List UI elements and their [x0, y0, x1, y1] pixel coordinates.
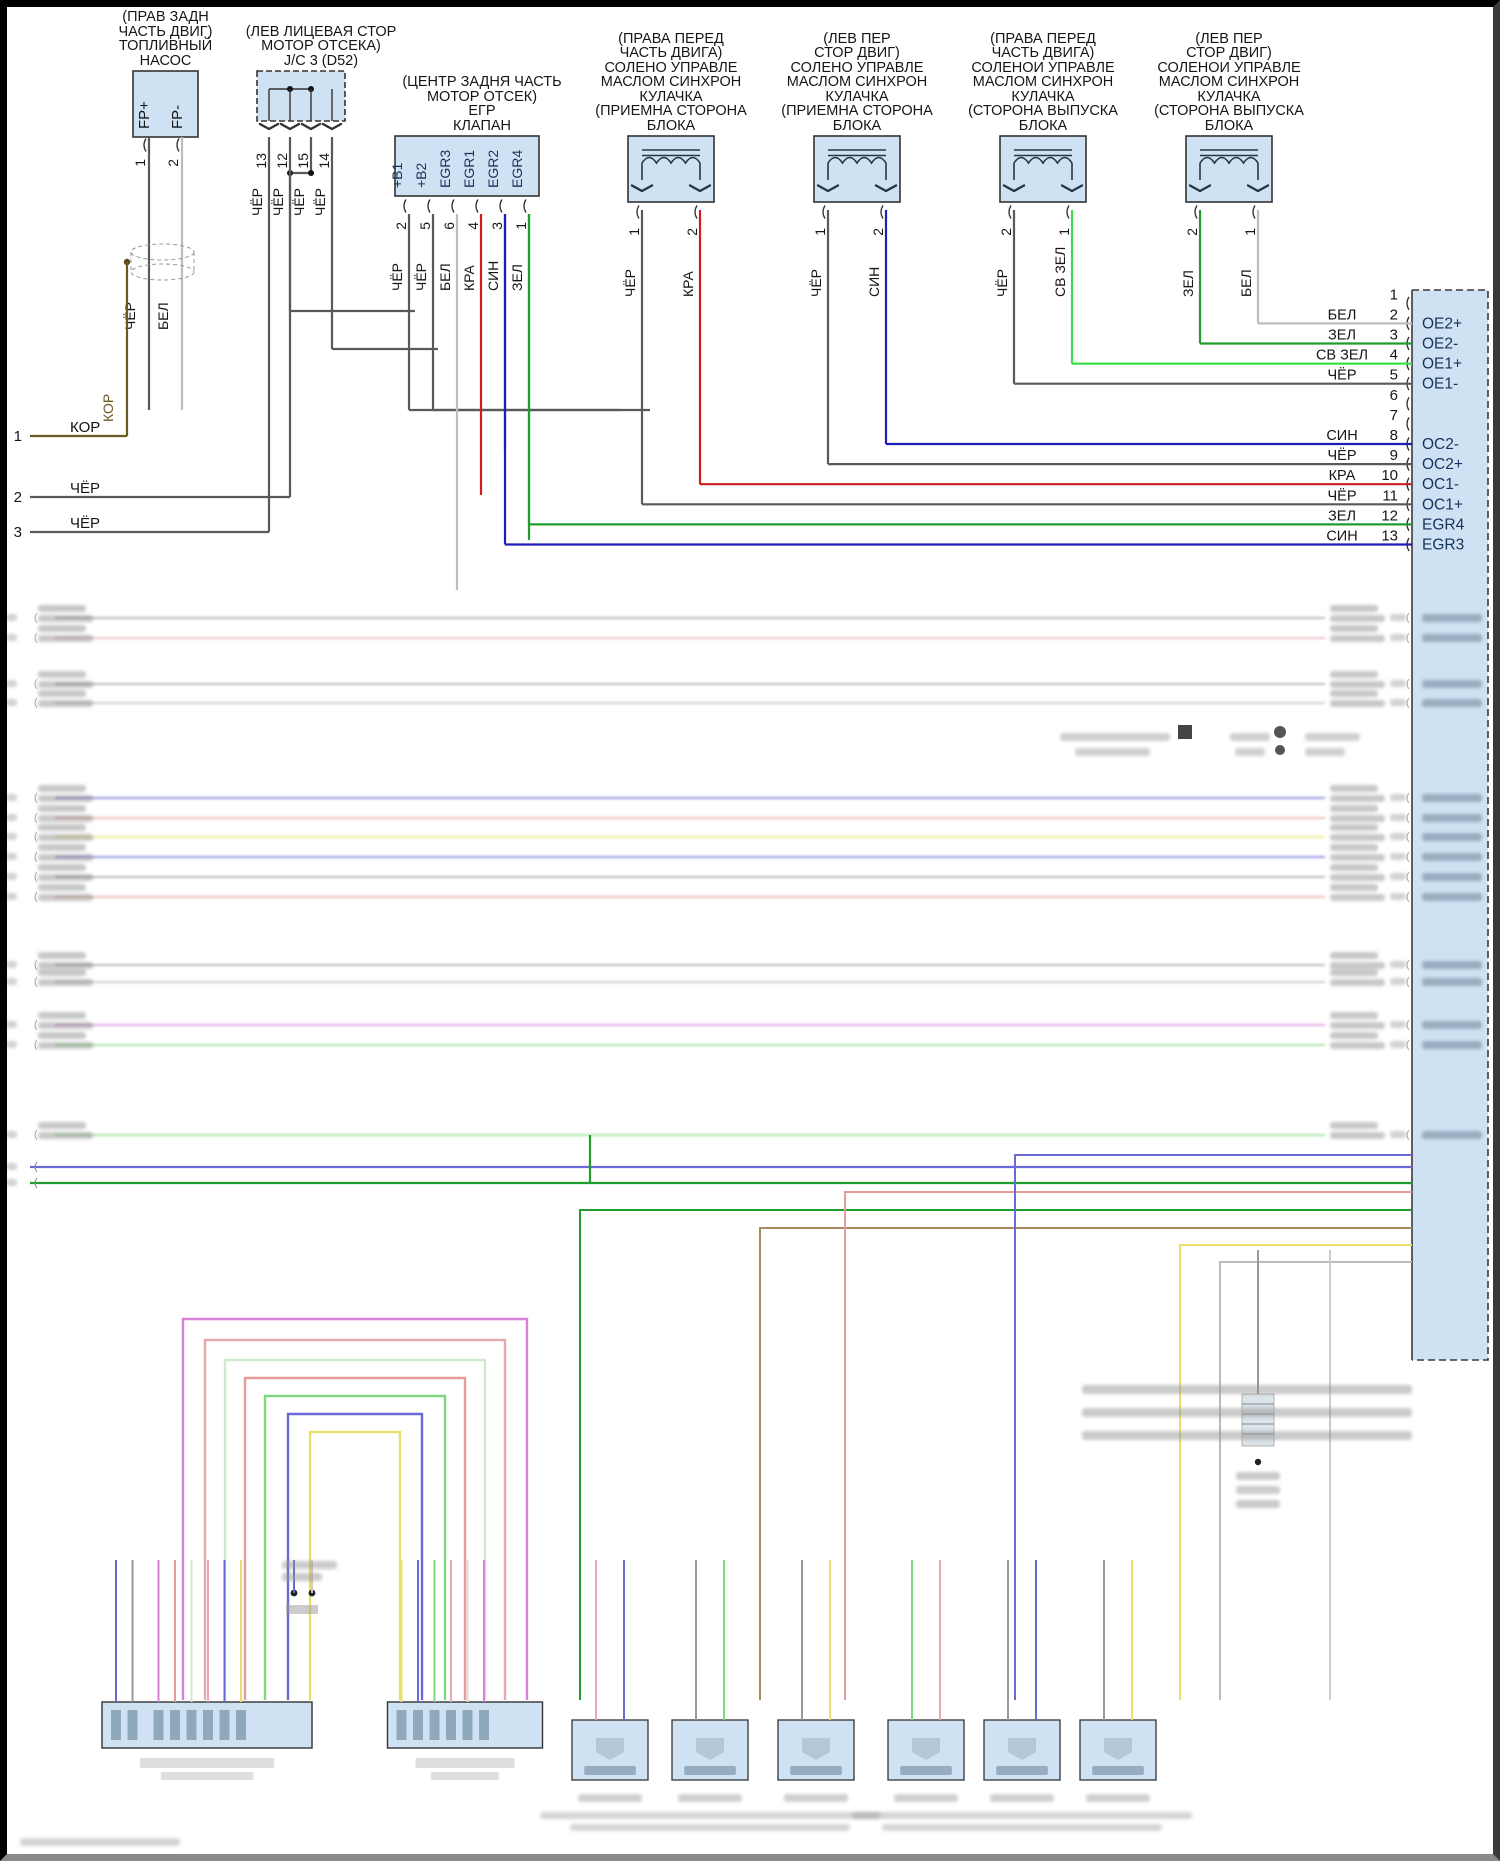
svg-text:ЧЁР: ЧЁР: [413, 263, 429, 291]
svg-text:1: 1: [132, 159, 148, 167]
svg-text:EGR3: EGR3: [437, 150, 453, 188]
svg-text:14: 14: [316, 153, 332, 169]
svg-text:ЧЁР: ЧЁР: [1327, 367, 1356, 384]
svg-text:ЗЕЛ: ЗЕЛ: [1328, 328, 1356, 344]
svg-text:ЧЁР: ЧЁР: [70, 515, 100, 532]
svg-text:13: 13: [1381, 528, 1398, 545]
svg-text:12: 12: [274, 153, 290, 169]
svg-text:OC1-: OC1-: [1422, 476, 1459, 493]
svg-text:ЧЁР: ЧЁР: [291, 188, 307, 216]
svg-text:БЕЛ: БЕЛ: [155, 302, 171, 330]
svg-text:10: 10: [1381, 467, 1398, 484]
svg-text:КРА: КРА: [680, 270, 696, 297]
svg-text:СИН: СИН: [1326, 428, 1357, 444]
svg-text:1: 1: [1242, 228, 1258, 236]
svg-text:2: 2: [1184, 228, 1200, 236]
svg-text:5: 5: [417, 222, 433, 230]
svg-text:СВ ЗЕЛ: СВ ЗЕЛ: [1316, 348, 1368, 364]
svg-text:OC2+: OC2+: [1422, 456, 1463, 473]
svg-text:2: 2: [1390, 306, 1398, 323]
svg-text:2: 2: [998, 228, 1014, 236]
svg-text:ЧЁР: ЧЁР: [808, 269, 824, 297]
svg-text:9: 9: [1390, 447, 1398, 464]
svg-text:СИН: СИН: [485, 261, 501, 291]
svg-text:7: 7: [1390, 407, 1398, 424]
svg-text:11: 11: [1382, 487, 1398, 504]
svg-text:EGR1: EGR1: [461, 150, 477, 188]
svg-text:4: 4: [1390, 347, 1398, 364]
svg-text:EGR3: EGR3: [1422, 537, 1464, 554]
svg-text:1: 1: [14, 428, 22, 445]
svg-text:КОР: КОР: [100, 394, 116, 422]
svg-text:15: 15: [295, 153, 311, 169]
svg-text:1: 1: [812, 228, 828, 236]
svg-text:+B2: +B2: [413, 162, 429, 188]
svg-text:FP-: FP-: [169, 105, 186, 129]
svg-text:ЧЁР: ЧЁР: [70, 480, 100, 497]
svg-text:3: 3: [14, 524, 22, 541]
svg-text:БЕЛ: БЕЛ: [1328, 307, 1357, 323]
svg-text:EGR4: EGR4: [509, 150, 525, 188]
svg-text:ЗЕЛ: ЗЕЛ: [1328, 508, 1356, 524]
svg-text:БЕЛ: БЕЛ: [1238, 269, 1254, 297]
svg-text:КРА: КРА: [1329, 468, 1356, 484]
svg-text:ЗЕЛ: ЗЕЛ: [509, 264, 525, 291]
svg-text:13: 13: [253, 153, 269, 169]
svg-text:КОР: КОР: [70, 419, 100, 436]
svg-text:2: 2: [393, 222, 409, 230]
svg-text:OE1+: OE1+: [1422, 356, 1462, 373]
svg-text:ЧЁР: ЧЁР: [994, 269, 1010, 297]
svg-text:2: 2: [684, 228, 700, 236]
svg-text:4: 4: [465, 222, 481, 230]
svg-text:EGR4: EGR4: [1422, 516, 1465, 533]
svg-text:OC2-: OC2-: [1422, 436, 1459, 453]
svg-text:EGR2: EGR2: [485, 150, 501, 188]
svg-text:БЕЛ: БЕЛ: [437, 263, 453, 291]
svg-text:2: 2: [870, 228, 886, 236]
svg-text:ЧЁР: ЧЁР: [249, 188, 265, 216]
svg-text:5: 5: [1390, 367, 1398, 384]
svg-text:3: 3: [489, 222, 505, 230]
svg-text:СИН: СИН: [1326, 529, 1357, 545]
svg-text:12: 12: [1381, 507, 1398, 524]
svg-text:6: 6: [441, 222, 457, 230]
svg-text:1: 1: [626, 228, 642, 236]
svg-text:СВ ЗЕЛ: СВ ЗЕЛ: [1052, 247, 1068, 297]
svg-text:ЧЁР: ЧЁР: [1327, 447, 1356, 464]
svg-text:1: 1: [1390, 286, 1398, 303]
svg-text:2: 2: [14, 489, 22, 506]
svg-text:3: 3: [1390, 327, 1398, 344]
svg-text:FP+: FP+: [136, 101, 153, 129]
svg-text:ЧЁР: ЧЁР: [122, 302, 138, 330]
svg-text:ЗЕЛ: ЗЕЛ: [1180, 270, 1196, 297]
svg-text:OC1+: OC1+: [1422, 496, 1463, 513]
svg-text:СИН: СИН: [866, 267, 882, 297]
svg-text:КРА: КРА: [461, 264, 477, 291]
svg-text:ЧЁР: ЧЁР: [1327, 487, 1356, 504]
svg-text:OE2+: OE2+: [1422, 315, 1462, 332]
svg-text:+B1: +B1: [389, 162, 405, 188]
svg-text:ЧЁР: ЧЁР: [389, 263, 405, 291]
svg-text:6: 6: [1390, 387, 1398, 404]
svg-text:ЧЁР: ЧЁР: [270, 188, 286, 216]
svg-text:OE1-: OE1-: [1422, 376, 1458, 393]
svg-text:OE2-: OE2-: [1422, 336, 1458, 353]
svg-text:1: 1: [513, 222, 529, 230]
svg-text:8: 8: [1390, 427, 1398, 444]
svg-text:1: 1: [1056, 228, 1072, 236]
svg-text:ЧЁР: ЧЁР: [622, 269, 638, 297]
svg-text:2: 2: [165, 159, 181, 167]
svg-text:ЧЁР: ЧЁР: [312, 188, 328, 216]
